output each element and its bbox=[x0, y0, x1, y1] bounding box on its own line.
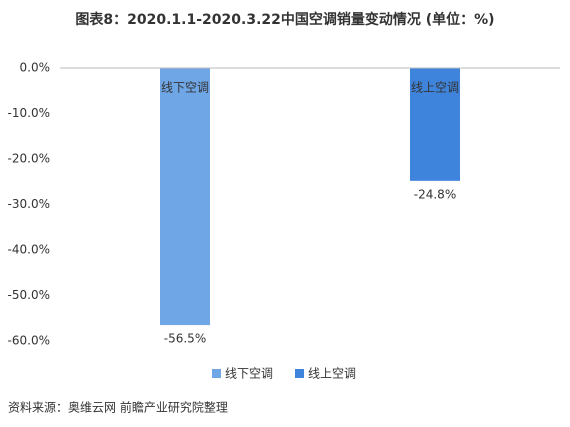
bar bbox=[160, 68, 210, 326]
chart-title: 图表8：2020.1.1-2020.3.22中国空调销量变动情况 (单位：%) bbox=[75, 11, 494, 28]
legend-swatch bbox=[295, 369, 304, 378]
bar bbox=[410, 68, 460, 181]
bar-label: 线下空调 bbox=[161, 81, 209, 95]
value-label: -24.8% bbox=[414, 187, 456, 201]
source-note: 资料来源：奥维云网 前瞻产业研究院整理 bbox=[8, 400, 228, 415]
legend-swatch bbox=[212, 369, 221, 378]
y-tick-label: -10.0% bbox=[8, 106, 50, 120]
value-label: -56.5% bbox=[164, 332, 206, 346]
y-tick-label: -20.0% bbox=[8, 152, 50, 166]
y-tick-label: -30.0% bbox=[8, 197, 50, 211]
y-tick-label: -50.0% bbox=[8, 288, 50, 302]
y-tick-label: 0.0% bbox=[20, 61, 51, 75]
y-tick-label: -40.0% bbox=[8, 243, 50, 257]
bar-label: 线上空调 bbox=[411, 81, 459, 95]
legend-label: 线上空调 bbox=[308, 367, 356, 381]
legend-label: 线下空调 bbox=[225, 367, 273, 381]
y-tick-label: -60.0% bbox=[8, 334, 50, 348]
